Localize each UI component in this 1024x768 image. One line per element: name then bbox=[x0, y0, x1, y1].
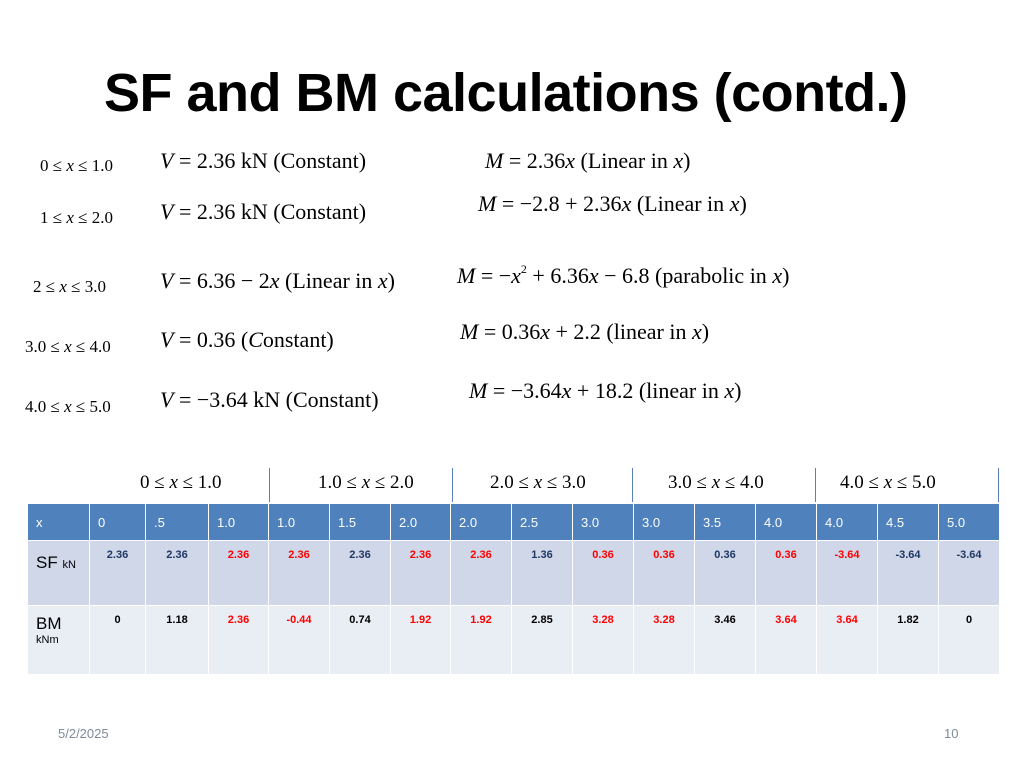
bm-label-cell: BM kNm bbox=[27, 605, 90, 675]
bm-value: 3.28 bbox=[633, 605, 695, 675]
interval-divider bbox=[269, 468, 270, 502]
segment-range: 3.0 ≤ x ≤ 4.0 bbox=[25, 337, 111, 356]
interval-divider bbox=[998, 468, 999, 502]
segment-range: 0 ≤ x ≤ 1.0 bbox=[40, 156, 113, 175]
bm-value: 3.46 bbox=[694, 605, 756, 675]
moment-equation: M = −2.8 + 2.36x (Linear in x) bbox=[478, 191, 747, 216]
bm-value: 3.64 bbox=[816, 605, 878, 675]
sf-value: 0.36 bbox=[694, 540, 756, 606]
x-value: .5 bbox=[145, 503, 209, 541]
x-label: x bbox=[27, 503, 90, 541]
bm-row: BM kNm 0 1.18 2.36 -0.44 0.74 1.92 1.92 2… bbox=[27, 605, 1000, 675]
x-value: 5.0 bbox=[938, 503, 1000, 541]
shear-equation: V = 2.36 kN (Constant) bbox=[160, 148, 367, 173]
bm-value: 2.85 bbox=[511, 605, 573, 675]
sf-value: 2.36 bbox=[208, 540, 269, 606]
x-value: 3.0 bbox=[633, 503, 695, 541]
sf-bm-table: x 0 .5 1.0 1.0 1.5 2.0 2.0 2.5 3.0 3.0 3… bbox=[27, 503, 1000, 675]
interval-header: 3.0 ≤ x ≤ 4.0 bbox=[668, 472, 764, 493]
sf-value: 2.36 bbox=[145, 540, 209, 606]
sf-value: 2.36 bbox=[390, 540, 451, 606]
segment-range: 4.0 ≤ x ≤ 5.0 bbox=[25, 397, 111, 416]
shear-equation: V = 2.36 kN (Constant) bbox=[160, 199, 367, 224]
x-value: 1.5 bbox=[329, 503, 391, 541]
segment-range: 1 ≤ x ≤ 2.0 bbox=[40, 208, 113, 227]
bm-value: 0 bbox=[89, 605, 146, 675]
sf-value: -3.64 bbox=[938, 540, 1000, 606]
bm-value: 2.36 bbox=[208, 605, 269, 675]
sf-value: 0.36 bbox=[755, 540, 817, 606]
sf-unit: kN bbox=[62, 559, 76, 571]
sf-label-cell: SF kN bbox=[27, 540, 90, 606]
interval-header: 2.0 ≤ x ≤ 3.0 bbox=[490, 472, 586, 493]
x-value: 2.0 bbox=[390, 503, 451, 541]
bm-value: 1.82 bbox=[877, 605, 939, 675]
bm-value: -0.44 bbox=[268, 605, 330, 675]
slide-date: 5/2/2025 bbox=[58, 726, 109, 741]
sf-value: 2.36 bbox=[89, 540, 146, 606]
sf-value: 0.36 bbox=[572, 540, 634, 606]
bm-value: 1.92 bbox=[390, 605, 451, 675]
bm-value: 3.64 bbox=[755, 605, 817, 675]
x-value: 1.0 bbox=[268, 503, 330, 541]
shear-equation: V = 0.36 (Constant) bbox=[160, 327, 334, 352]
sf-value: -3.64 bbox=[877, 540, 939, 606]
sf-value: 2.36 bbox=[329, 540, 391, 606]
moment-equation: M = 2.36x (Linear in x) bbox=[485, 148, 691, 173]
x-value: 3.5 bbox=[694, 503, 756, 541]
x-value: 2.0 bbox=[450, 503, 512, 541]
interval-header: 1.0 ≤ x ≤ 2.0 bbox=[318, 472, 414, 493]
sf-value: 1.36 bbox=[511, 540, 573, 606]
bm-value: 1.92 bbox=[450, 605, 512, 675]
segment-range: 2 ≤ x ≤ 3.0 bbox=[33, 277, 106, 296]
bm-value: 1.18 bbox=[145, 605, 209, 675]
shear-equation: V = −3.64 kN (Constant) bbox=[160, 387, 379, 412]
bm-unit: kNm bbox=[36, 634, 59, 646]
shear-equation: V = 6.36 − 2x (Linear in x) bbox=[160, 268, 395, 293]
x-value: 1.0 bbox=[208, 503, 269, 541]
bm-label: BM bbox=[36, 614, 62, 633]
bm-value: 3.28 bbox=[572, 605, 634, 675]
sf-label: SF bbox=[36, 553, 58, 572]
bm-value: 0 bbox=[938, 605, 1000, 675]
interval-divider bbox=[815, 468, 816, 502]
sf-value: 2.36 bbox=[268, 540, 330, 606]
x-value: 0 bbox=[89, 503, 146, 541]
page-number: 10 bbox=[944, 726, 959, 741]
moment-equation: M = 0.36x + 2.2 (linear in x) bbox=[460, 319, 710, 344]
sf-row: SF kN 2.36 2.36 2.36 2.36 2.36 2.36 2.36… bbox=[27, 540, 1000, 606]
moment-equation: M = −x2 + 6.36x − 6.8 (parabolic in x) bbox=[457, 262, 790, 288]
slide-title: SF and BM calculations (contd.) bbox=[104, 63, 908, 123]
x-value: 4.0 bbox=[816, 503, 878, 541]
moment-equation: M = −3.64x + 18.2 (linear in x) bbox=[469, 378, 742, 403]
bm-value: 0.74 bbox=[329, 605, 391, 675]
x-value: 2.5 bbox=[511, 503, 573, 541]
x-value: 4.5 bbox=[877, 503, 939, 541]
x-value: 3.0 bbox=[572, 503, 634, 541]
x-value: 4.0 bbox=[755, 503, 817, 541]
sf-value: -3.64 bbox=[816, 540, 878, 606]
interval-divider bbox=[632, 468, 633, 502]
interval-header: 4.0 ≤ x ≤ 5.0 bbox=[840, 472, 936, 493]
interval-divider bbox=[452, 468, 453, 502]
interval-header: 0 ≤ x ≤ 1.0 bbox=[140, 472, 222, 493]
sf-value: 2.36 bbox=[450, 540, 512, 606]
x-row: x 0 .5 1.0 1.0 1.5 2.0 2.0 2.5 3.0 3.0 3… bbox=[27, 503, 1000, 541]
sf-value: 0.36 bbox=[633, 540, 695, 606]
